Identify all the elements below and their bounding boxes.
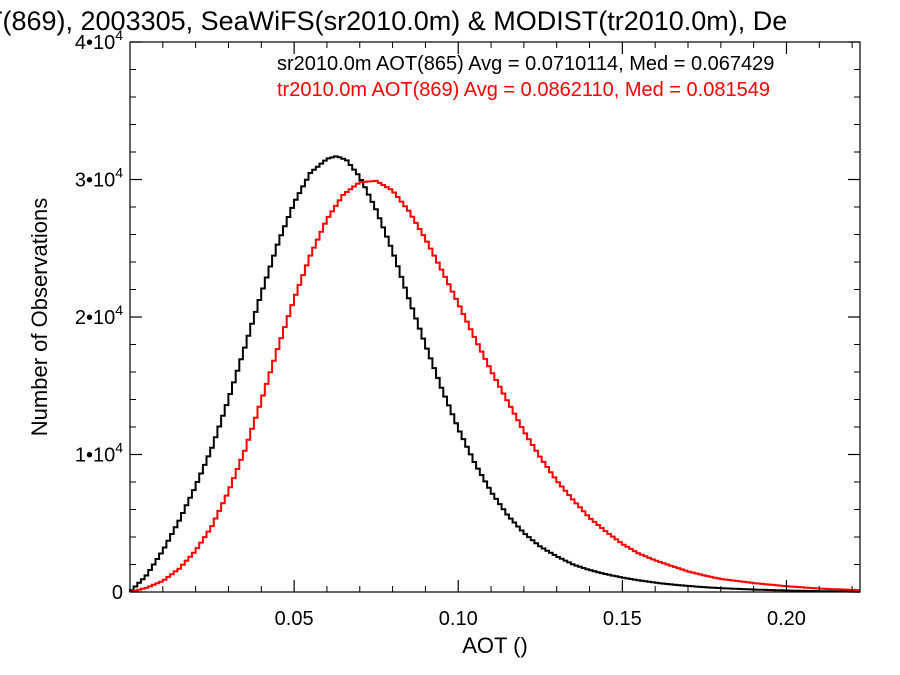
- chart-title: T(869), 2003305, SeaWiFS(sr2010.0m) & MO…: [0, 6, 787, 36]
- series-layer: [129, 155, 860, 593]
- y-tick-label: 2•104: [75, 302, 123, 329]
- tick-layer: 0.05 0.10 0.15 0.20 0 1•104 2•104 3•104 4•104: [75, 27, 860, 630]
- series-line-2: [129, 179, 860, 593]
- legend: sr2010.0m AOT(865) Avg = 0.0710114, Med …: [277, 53, 774, 101]
- x-tick-label: 0.15: [603, 608, 642, 630]
- x-tick-label: 0.10: [439, 608, 478, 630]
- series-line-1: [129, 155, 860, 593]
- x-tick-label: 0.05: [275, 608, 314, 630]
- y-tick-label: 4•104: [75, 27, 123, 54]
- y-tick-label: 3•104: [75, 165, 123, 192]
- x-tick-label: 0.20: [767, 608, 806, 630]
- y-tick-label: 1•104: [75, 440, 123, 467]
- legend-entry-2: tr2010.0m AOT(869) Avg = 0.0862110, Med …: [277, 79, 770, 101]
- legend-entry-1: sr2010.0m AOT(865) Avg = 0.0710114, Med …: [277, 53, 774, 75]
- y-tick-label: 0: [112, 582, 123, 604]
- x-axis-label: AOT (): [462, 633, 528, 658]
- y-axis-label: Number of Observations: [27, 198, 52, 436]
